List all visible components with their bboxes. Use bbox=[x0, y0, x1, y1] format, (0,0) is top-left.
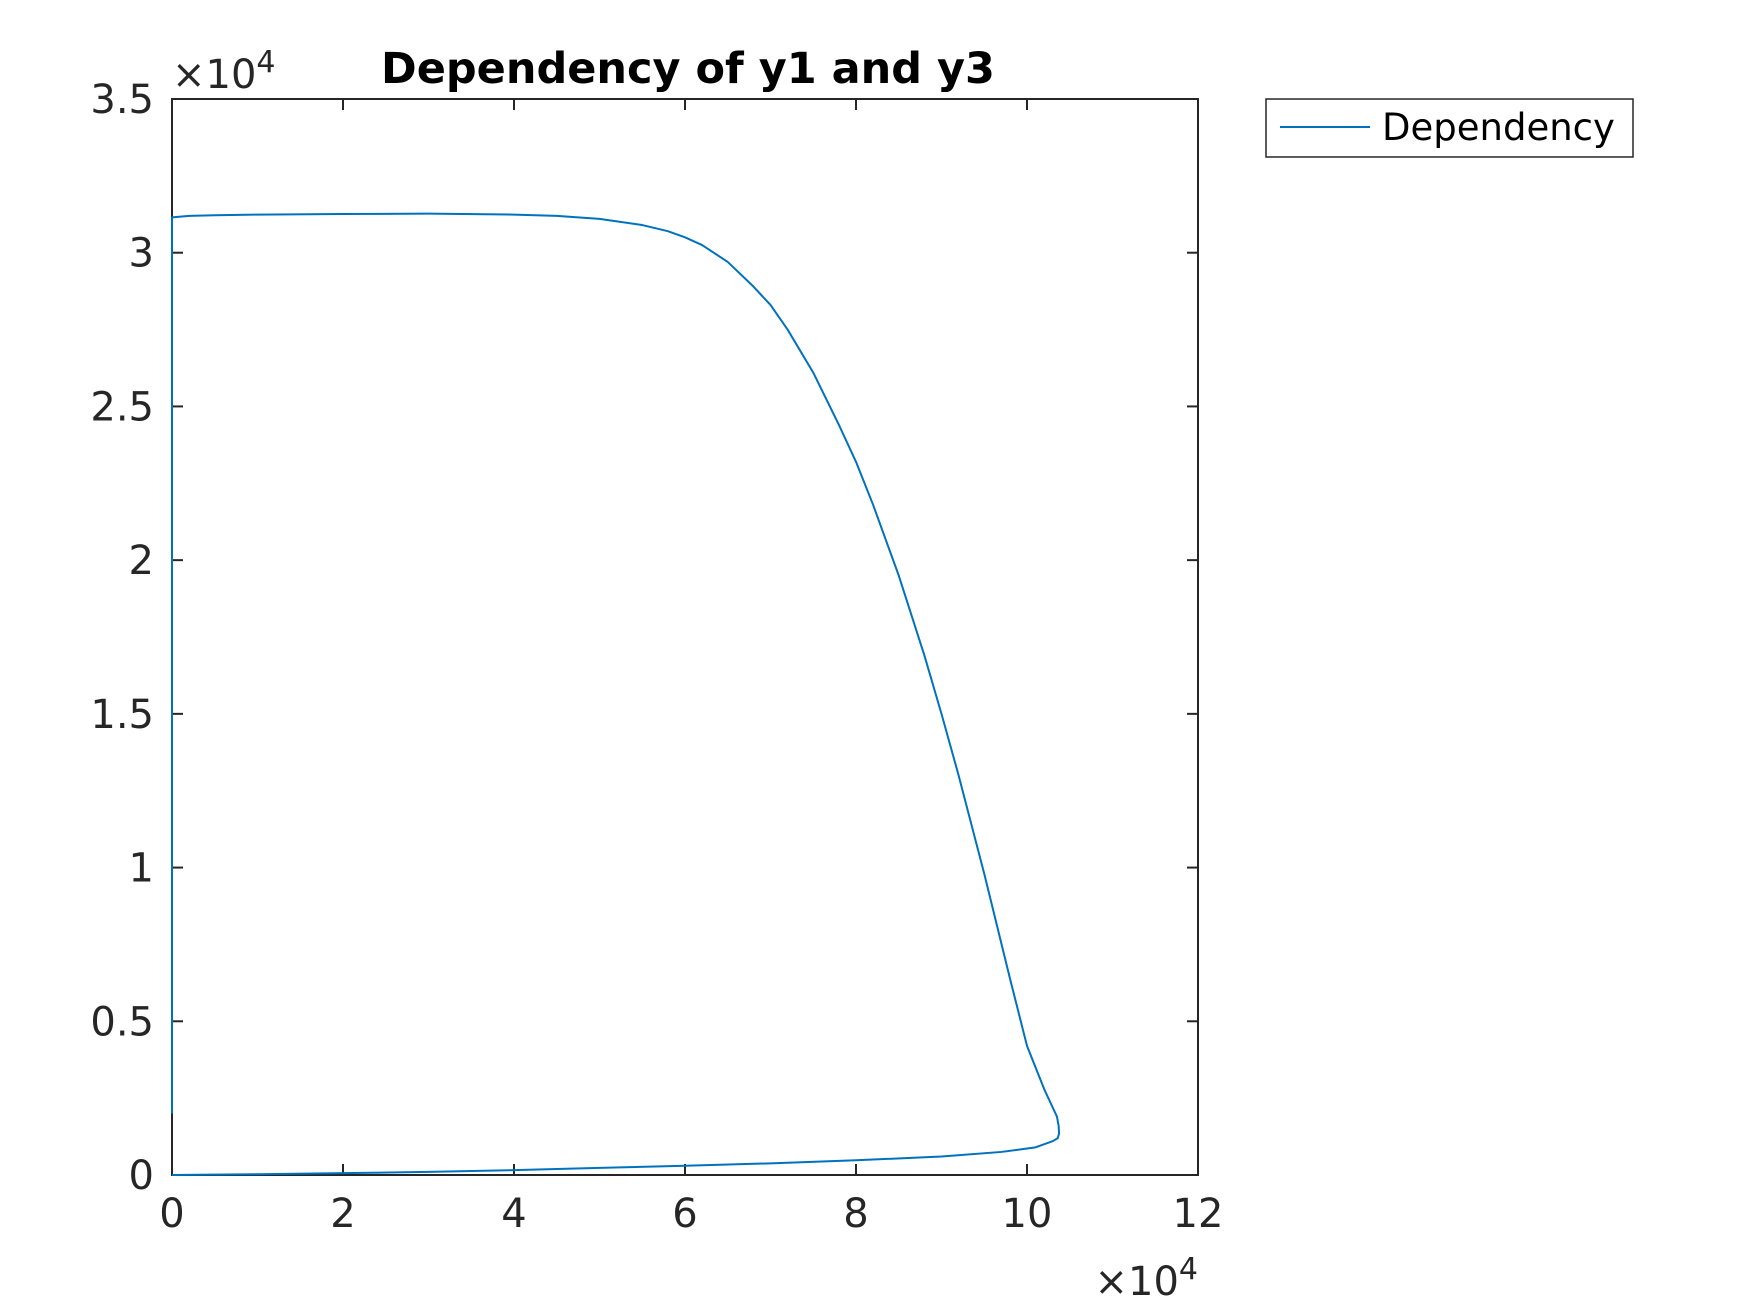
x-tick-label: 6 bbox=[672, 1191, 697, 1237]
x-tick-label: 12 bbox=[1173, 1191, 1224, 1237]
x-tick-label: 4 bbox=[501, 1191, 526, 1237]
y-tick-label: 2 bbox=[129, 538, 154, 584]
y-exponent-base: ×10 bbox=[172, 52, 256, 98]
svg-text:×104: ×104 bbox=[1094, 1252, 1198, 1305]
y-exponent-power: 4 bbox=[256, 45, 275, 80]
axes-box bbox=[171, 98, 1199, 1176]
y-axis-exponent: ×104 bbox=[172, 45, 276, 98]
x-tick-label: 0 bbox=[159, 1191, 184, 1237]
svg-text:×104: ×104 bbox=[172, 45, 276, 98]
y-axis-ticks: 0 0.5 1 1.5 2 2.5 3 3.5 bbox=[90, 77, 1198, 1199]
series-line-dependency bbox=[171, 212, 1061, 1176]
x-exponent-base: ×10 bbox=[1094, 1259, 1178, 1305]
chart-title: Dependency of y1 and y3 bbox=[381, 44, 995, 94]
legend-label: Dependency bbox=[1382, 106, 1615, 149]
x-axis-ticks: 0 2 4 6 8 10 12 bbox=[159, 99, 1223, 1237]
x-exponent-power: 4 bbox=[1179, 1252, 1198, 1287]
x-tick-label: 10 bbox=[1002, 1191, 1053, 1237]
y-tick-label: 3.5 bbox=[90, 77, 154, 123]
x-tick-label: 2 bbox=[330, 1191, 355, 1237]
legend: Dependency bbox=[1265, 98, 1634, 158]
y-tick-label: 0.5 bbox=[90, 999, 154, 1045]
series-layer bbox=[171, 212, 1061, 1176]
plot-area: 0 2 4 6 8 10 12 0 0.5 1 1.5 2 2.5 3 3.5 bbox=[90, 77, 1223, 1237]
y-tick-label: 1.5 bbox=[90, 692, 154, 738]
y-tick-label: 2.5 bbox=[90, 384, 154, 430]
x-axis-exponent: ×104 bbox=[1094, 1252, 1198, 1305]
x-tick-label: 8 bbox=[843, 1191, 868, 1237]
y-tick-label: 0 bbox=[129, 1153, 154, 1199]
y-tick-label: 1 bbox=[129, 846, 154, 892]
y-tick-label: 3 bbox=[129, 231, 154, 277]
